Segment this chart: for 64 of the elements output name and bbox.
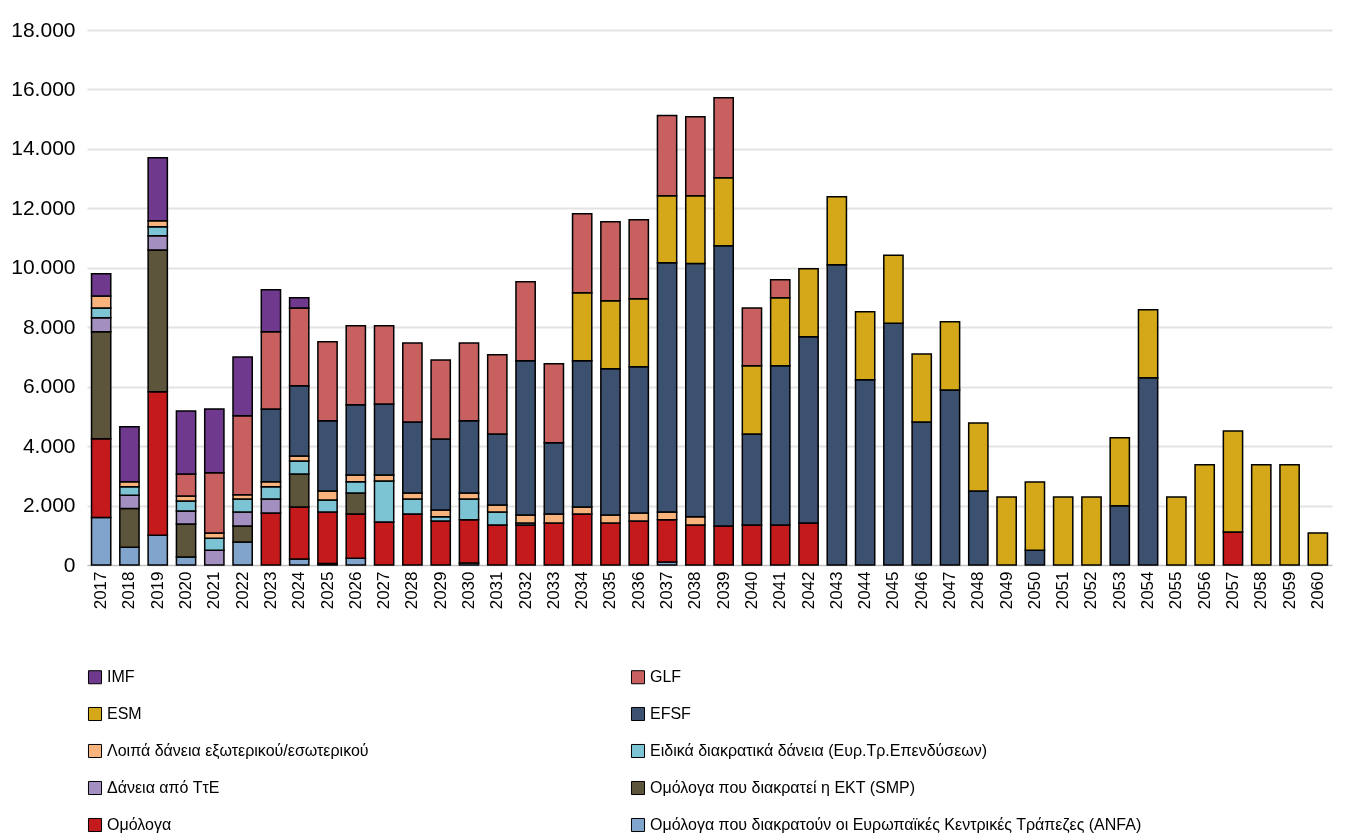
legend-label: IMF <box>107 668 135 686</box>
x-tick-label: 2051 <box>1053 571 1073 610</box>
x-tick-label: 2018 <box>119 571 139 610</box>
x-tick-label: 2019 <box>147 571 167 610</box>
x-tick-label: 2027 <box>374 571 394 610</box>
x-tick-label: 2045 <box>883 571 903 610</box>
x-tick-label: 2052 <box>1081 571 1101 610</box>
y-tick-label: 2.000 <box>22 493 76 517</box>
x-tick-label: 2054 <box>1138 571 1158 610</box>
x-tick-label: 2031 <box>487 571 507 610</box>
legend-label: GLF <box>650 668 682 686</box>
legend-label: Λοιπά δάνεια εξωτερικού/εσωτερικού <box>107 742 369 760</box>
legend-label: Ομόλογα που διακρατεί η ΕΚΤ (SMP) <box>650 779 915 796</box>
x-tick-label: 2038 <box>685 571 705 610</box>
x-tick-label: 2024 <box>289 571 309 610</box>
x-tick-label: 2053 <box>1109 571 1129 610</box>
x-tick-label: 2017 <box>91 571 111 610</box>
x-tick-label: 2049 <box>996 571 1016 610</box>
x-tick-label: 2058 <box>1251 571 1271 610</box>
x-tick-label: 2046 <box>911 571 931 610</box>
legend-label: ESM <box>107 705 142 722</box>
x-tick-label: 2032 <box>515 571 535 610</box>
x-tick-label: 2039 <box>713 571 733 610</box>
x-tick-label: 2059 <box>1279 571 1299 610</box>
x-tick-label: 2022 <box>232 571 252 610</box>
legend-label: EFSF <box>650 705 692 722</box>
x-tick-label: 2043 <box>826 571 846 610</box>
y-tick-label: 10.000 <box>11 255 76 279</box>
legend-label: Ομόλογα που διακρατούν οι Ευρωπαϊκές Κεντρικές Τράπεζες (ANFA) <box>650 816 1142 834</box>
y-tick-label: 18.000 <box>11 17 76 41</box>
x-tick-label: 2029 <box>430 571 450 610</box>
x-tick-label: 2056 <box>1194 571 1214 610</box>
x-tick-label: 2037 <box>657 571 677 610</box>
x-tick-label: 2035 <box>600 571 620 610</box>
x-tick-label: 2050 <box>1024 571 1044 610</box>
y-tick-label: 16.000 <box>11 76 76 100</box>
legend-label: Δάνεια από ΤτΕ <box>107 779 220 796</box>
y-tick-label: 14.000 <box>11 136 76 160</box>
y-tick-label: 0 <box>63 552 76 576</box>
x-tick-label: 2057 <box>1222 571 1242 610</box>
x-tick-label: 2042 <box>798 571 818 610</box>
x-tick-label: 2041 <box>770 571 790 610</box>
y-tick-label: 8.000 <box>22 314 76 338</box>
x-tick-label: 2030 <box>458 571 478 610</box>
y-tick-label: 12.000 <box>11 195 76 219</box>
x-tick-label: 2044 <box>855 571 875 610</box>
x-tick-label: 2021 <box>204 571 224 610</box>
x-tick-label: 2040 <box>741 571 761 610</box>
x-tick-label: 2033 <box>543 571 563 610</box>
x-tick-label: 2023 <box>260 571 280 610</box>
x-tick-label: 2047 <box>940 571 960 610</box>
y-tick-label: 4.000 <box>22 433 76 457</box>
x-tick-label: 2060 <box>1307 571 1327 610</box>
x-tick-label: 2025 <box>317 571 337 610</box>
y-tick-label: 6.000 <box>22 374 76 398</box>
x-tick-label: 2028 <box>402 571 422 610</box>
x-tick-label: 2048 <box>968 571 988 610</box>
x-tick-label: 2055 <box>1166 571 1186 610</box>
legend-label: Ομόλογα <box>107 816 172 833</box>
x-tick-label: 2034 <box>572 571 592 610</box>
x-tick-label: 2026 <box>345 571 365 610</box>
legend-label: Ειδικά διακρατικά δάνεια (Ευρ.Τρ.Επενδύσεων) <box>650 742 988 759</box>
x-tick-label: 2020 <box>176 571 196 610</box>
x-tick-label: 2036 <box>628 571 648 610</box>
